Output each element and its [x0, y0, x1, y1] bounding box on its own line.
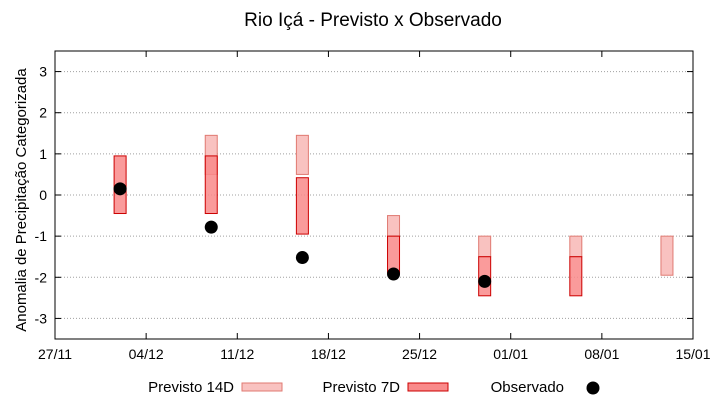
legend-swatch-observado: [586, 381, 600, 395]
x-tick-label: 27/11: [38, 346, 72, 362]
legend-swatch-previsto-14d: [241, 382, 283, 392]
previsto-7d-box: [295, 177, 309, 235]
y-axis-label: Anomalia de Precipitação Categorizada: [13, 68, 30, 332]
x-tick-label: 18/12: [311, 346, 346, 362]
legend-label-previsto-7d: Previsto 7D: [322, 379, 400, 396]
observado-point: [204, 220, 218, 234]
y-tick-label: 3: [39, 64, 47, 80]
observado-point: [478, 274, 492, 288]
y-tick-label: -1: [35, 228, 48, 244]
x-tick-label: 25/12: [402, 346, 437, 362]
grid: [55, 71, 693, 319]
previsto-14d-box: [387, 215, 401, 237]
previsto-14d-box: [478, 235, 492, 258]
legend-label-previsto-14d: Previsto 14D: [148, 379, 234, 396]
observado-point: [387, 267, 401, 281]
y-tick-label: -2: [35, 269, 48, 285]
previsto-7d-box: [569, 256, 583, 297]
x-tick-label: 01/01: [493, 346, 528, 362]
x-axis: 27/11 04/12 11/12 18/12 25/12 01/01 08/01 15/01: [38, 51, 711, 362]
chart-title: Rio Içá - Previsto x Observado: [244, 10, 502, 31]
y-tick-label: -3: [35, 310, 48, 326]
x-tick-label: 04/12: [129, 346, 164, 362]
y-tick-label: 1: [39, 146, 47, 162]
previsto-14d-box: [295, 134, 309, 175]
x-tick-label: 08/01: [584, 346, 619, 362]
legend-label-observado: Observado: [491, 379, 564, 396]
x-tick-label: 11/12: [220, 346, 254, 362]
y-axis: 3 2 1 0 -1 -2 -3: [35, 64, 693, 326]
observado-point: [295, 251, 309, 265]
observado-point: [113, 182, 127, 196]
previsto-14d-box: [569, 235, 583, 258]
legend: Previsto 14D Previsto 7D Observado: [148, 379, 600, 396]
legend-swatch-previsto-7d: [407, 382, 449, 392]
x-tick-label: 15/01: [675, 346, 710, 362]
observado-series: [113, 182, 492, 288]
y-tick-label: 0: [39, 187, 47, 203]
previsto-14d-series: [204, 134, 674, 276]
previsto-14d-box: [660, 235, 674, 276]
previsto-7d-box: [204, 155, 218, 215]
previsto-7d-series: [113, 155, 583, 297]
y-tick-label: 2: [39, 105, 47, 121]
